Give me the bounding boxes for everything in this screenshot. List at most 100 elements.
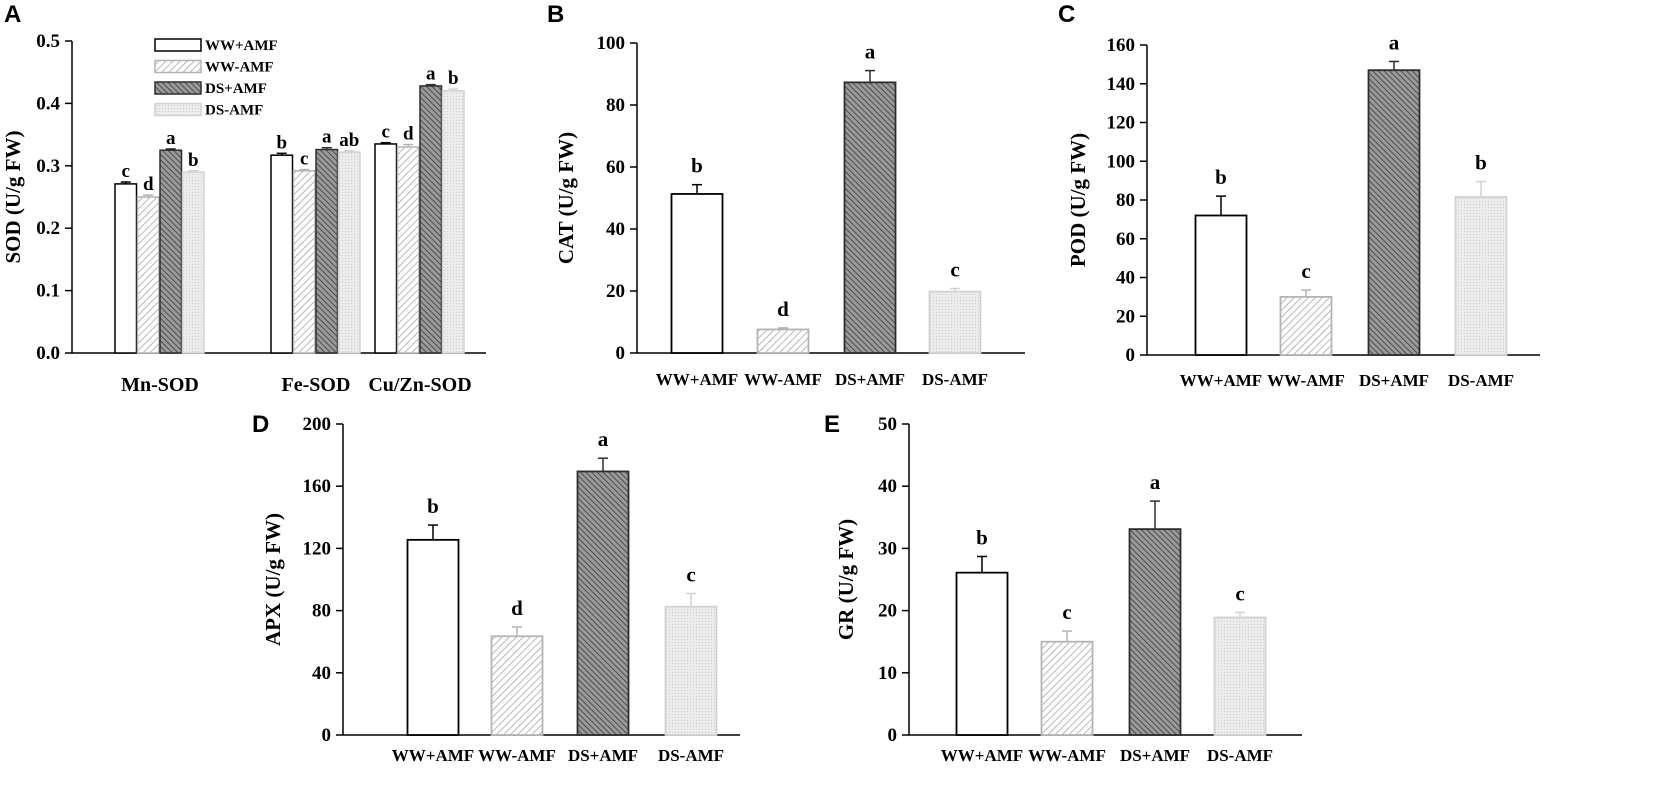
- significance-letter: c: [1301, 259, 1310, 283]
- legend-label: DS+AMF: [205, 81, 267, 97]
- y-axis-title: CAT (U/g FW): [554, 132, 578, 264]
- panel-e: E 0 10 20 30 40 50 GR (U/g FW) b WW+AMF c WW-AMF a DS…: [824, 411, 1302, 765]
- y-tick-label: 40: [878, 476, 897, 497]
- significance-letter: b: [188, 150, 199, 171]
- category-label: DS+AMF: [1359, 371, 1429, 390]
- category-label: WW-AMF: [478, 746, 556, 765]
- y-tick-label: 0.0: [36, 343, 60, 364]
- bar: [670, 193, 724, 354]
- bar: [337, 151, 361, 354]
- significance-letter: a: [1389, 30, 1400, 54]
- category-label: WW-AMF: [1028, 746, 1106, 765]
- bar: [136, 196, 160, 354]
- y-tick-label: 60: [1116, 229, 1135, 250]
- y-tick-label: 40: [1116, 268, 1135, 289]
- panel-letter: A: [4, 1, 21, 28]
- bar: [576, 470, 630, 736]
- bar: [159, 149, 183, 354]
- bar: [1454, 196, 1508, 356]
- category-label: Cu/Zn-SOD: [368, 374, 471, 396]
- bar: [756, 328, 810, 354]
- y-tick-label: 140: [1107, 74, 1136, 95]
- category-label: WW+AMF: [941, 746, 1023, 765]
- significance-letter: c: [686, 562, 695, 586]
- bar: [1213, 616, 1267, 736]
- significance-letter: c: [950, 258, 959, 282]
- y-axis-title: APX (U/g FW): [261, 513, 285, 646]
- significance-letter: c: [300, 149, 308, 170]
- y-tick-label: 100: [597, 33, 626, 54]
- significance-letter: a: [598, 427, 609, 451]
- y-tick-label: 0: [322, 725, 332, 746]
- significance-letter: c: [1235, 581, 1244, 605]
- y-axis-title: GR (U/g FW): [834, 519, 858, 640]
- significance-letter: b: [427, 494, 439, 518]
- legend-label: WW+AMF: [205, 38, 278, 54]
- category-label: DS+AMF: [835, 370, 905, 389]
- y-tick-label: 80: [312, 601, 331, 622]
- category-label: DS-AMF: [1207, 746, 1273, 765]
- category-label: WW-AMF: [1267, 371, 1345, 390]
- bar: [1194, 214, 1248, 356]
- bar: [181, 171, 205, 354]
- y-tick-label: 0: [616, 343, 626, 364]
- bar: [1040, 640, 1094, 736]
- panel-c: C 0 20 40 60 80 100 120 140 160 POD (U/g FW) b WW+AM…: [1058, 1, 1540, 390]
- panel-letter: E: [824, 411, 840, 438]
- legend-swatch: [154, 38, 202, 52]
- y-tick-label: 20: [1116, 306, 1135, 327]
- panel-b: B 0 20 40 60 80 100 CAT (U/g FW) b WW+AMF d WW-AMF a…: [547, 1, 1025, 389]
- panel-letter: D: [252, 411, 269, 438]
- legend: WW+AMF WW-AMF DS+AMF DS-AMF: [154, 38, 278, 119]
- y-tick-label: 120: [1107, 113, 1136, 134]
- y-tick-label: 10: [878, 663, 897, 684]
- significance-letter: b: [691, 154, 703, 178]
- legend-swatch: [154, 81, 202, 95]
- y-tick-label: 0: [888, 725, 898, 746]
- y-tick-label: 100: [1107, 151, 1136, 172]
- significance-letter: a: [322, 127, 332, 148]
- y-tick-label: 0.5: [36, 31, 60, 52]
- y-tick-label: 20: [606, 281, 625, 302]
- bar: [955, 571, 1009, 736]
- bar: [292, 170, 316, 354]
- panel-d: D 0 40 80 120 160 200 APX (U/g FW) b WW+AMF d WW-AM…: [252, 411, 740, 765]
- category-label: DS+AMF: [568, 746, 638, 765]
- bar: [1279, 295, 1333, 356]
- y-tick-label: 40: [312, 663, 331, 684]
- category-label: DS-AMF: [922, 370, 988, 389]
- significance-letter: c: [1062, 600, 1071, 624]
- significance-letter: b: [276, 132, 287, 153]
- y-tick-label: 160: [303, 476, 332, 497]
- bar: [396, 146, 420, 354]
- y-tick-label: 0.3: [36, 156, 60, 177]
- significance-letter: b: [448, 68, 459, 89]
- y-tick-label: 30: [878, 538, 897, 559]
- bar: [374, 143, 398, 354]
- bar: [1367, 69, 1421, 356]
- category-label: DS-AMF: [1448, 371, 1514, 390]
- y-axis-title: SOD (U/g FW): [1, 131, 25, 264]
- y-tick-label: 80: [606, 95, 625, 116]
- category-label: DS+AMF: [1120, 746, 1190, 765]
- y-tick-label: 0.2: [36, 218, 60, 239]
- legend-swatch: [154, 59, 202, 74]
- bar: [114, 183, 138, 354]
- bar: [928, 290, 982, 354]
- y-tick-label: 40: [606, 219, 625, 240]
- significance-letter: b: [1215, 165, 1227, 189]
- category-label: WW+AMF: [1180, 371, 1262, 390]
- bar: [664, 605, 718, 736]
- y-tick-label: 200: [303, 414, 332, 435]
- significance-letter: a: [865, 40, 876, 64]
- panel-letter: B: [547, 1, 564, 28]
- panel-letter: C: [1058, 1, 1075, 28]
- category-label: Mn-SOD: [121, 374, 199, 396]
- bar: [419, 85, 443, 354]
- bar: [843, 81, 897, 354]
- significance-letter: c: [122, 161, 130, 182]
- y-tick-label: 0.4: [36, 93, 60, 114]
- significance-letter: d: [777, 297, 789, 321]
